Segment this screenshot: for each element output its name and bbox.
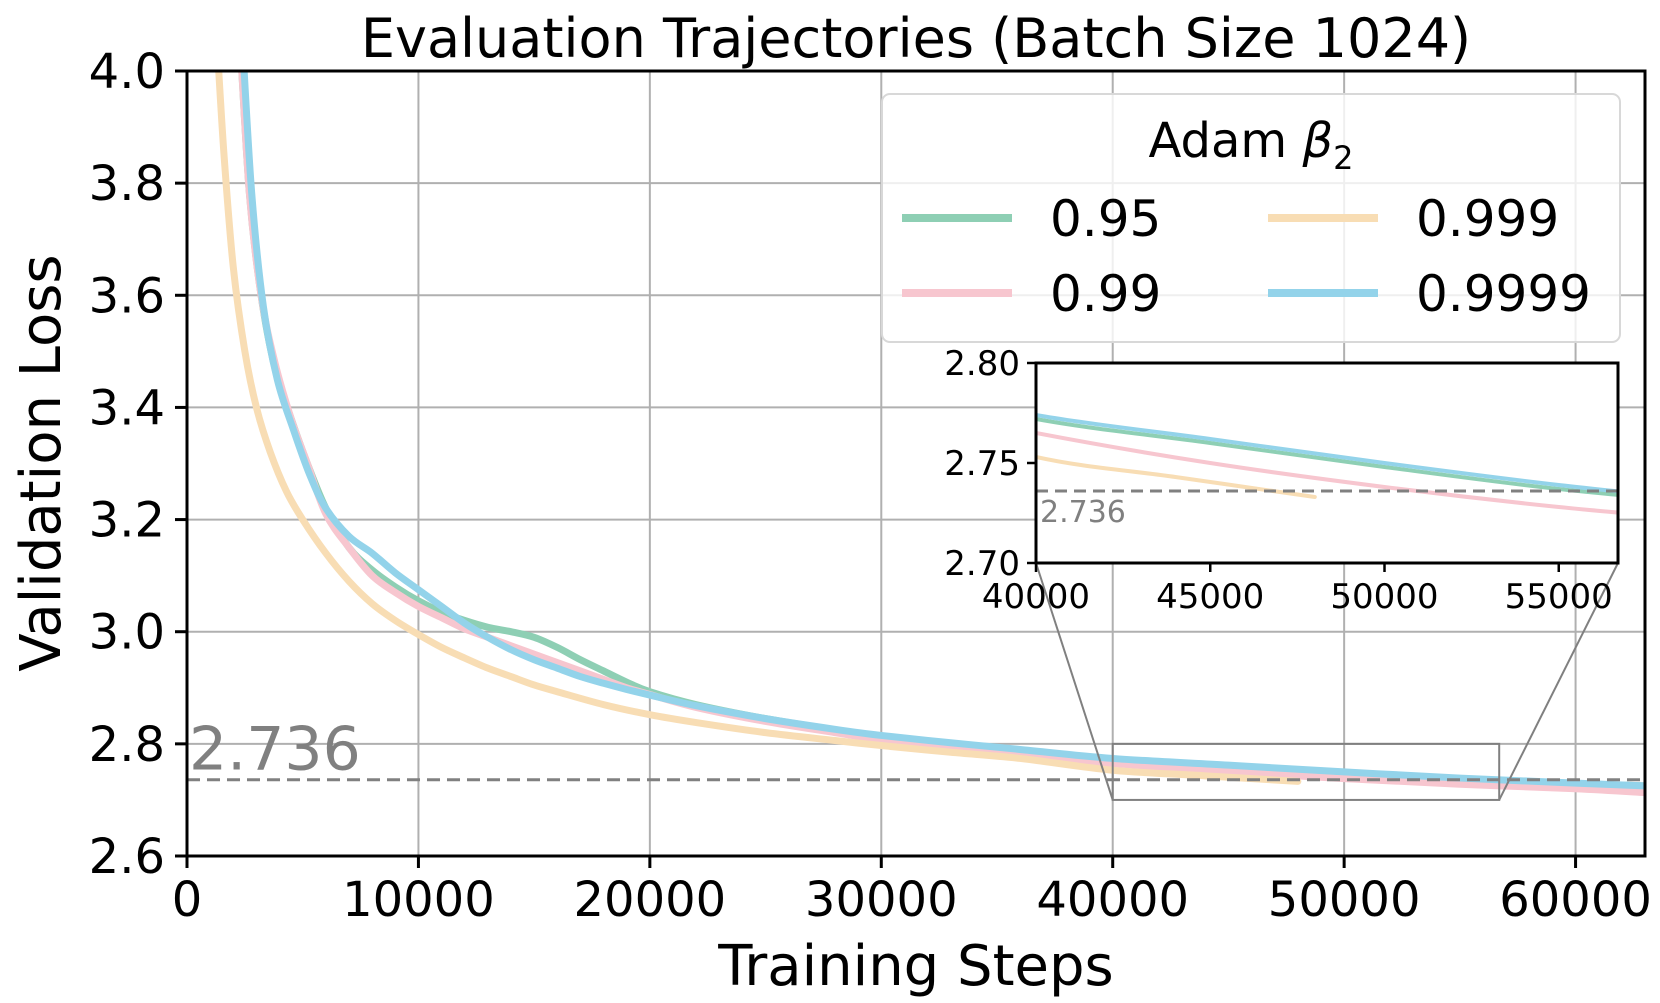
series-line-0.999	[215, 71, 1302, 785]
legend-title-subscript: 2	[1333, 139, 1353, 177]
legend-label-0.95: 0.95	[1050, 190, 1161, 248]
x-tick-label-20000: 20000	[574, 872, 727, 928]
legend-box	[881, 93, 1621, 343]
y-tick-label-4.0: 4.0	[89, 44, 165, 100]
inset-y-tick-label-2.75: 2.75	[944, 444, 1020, 484]
x-tick-label-10000: 10000	[342, 872, 495, 928]
inset-series-line-0.99	[1036, 430, 1618, 515]
inset-x-tick-label-40000: 40000	[982, 577, 1090, 617]
inset-reference-label: 2.736	[1040, 495, 1126, 530]
inset-y-tick-label-2.70: 2.70	[944, 544, 1020, 584]
y-tick-label-2.6: 2.6	[89, 829, 165, 885]
y-tick-label-3.6: 3.6	[89, 268, 165, 324]
inset-series-line-0.9999	[1036, 412, 1618, 494]
y-tick-label-3.4: 3.4	[89, 380, 165, 436]
inset-background	[1036, 363, 1618, 563]
legend-label-0.9999: 0.9999	[1416, 265, 1591, 323]
inset-series	[1036, 412, 1618, 515]
legend-title-beta: β	[1301, 113, 1333, 169]
y-tick-label-3.0: 3.0	[89, 605, 165, 661]
x-tick-label-50000: 50000	[1268, 872, 1421, 928]
y-tick-label-2.8: 2.8	[89, 717, 165, 773]
inset-zoom-plot: 2.736 40000 45000 50000 55000 2.70 2.75 2.80	[944, 344, 1620, 617]
inset-x-tick-label-55000: 55000	[1505, 577, 1613, 617]
plot-frame	[185, 69, 1647, 858]
zoom-region-box	[1111, 742, 1501, 801]
legend: Adam β2 0.95 0.99 0.999 0.9999	[881, 93, 1621, 343]
inset-ticks	[1027, 361, 1561, 572]
x-tick-label-30000: 30000	[805, 872, 958, 928]
main-series	[215, 71, 1645, 797]
legend-label-0.99: 0.99	[1050, 265, 1161, 323]
y-axis-label: Validation Loss	[9, 254, 74, 671]
main-tick-labels: 0 10000 20000 30000 40000 50000 60000 2.6 2.8 3.0…	[89, 44, 1652, 928]
x-tick-label-0: 0	[172, 872, 203, 928]
inset-y-tick-label-2.80: 2.80	[944, 344, 1020, 384]
x-tick-label-40000: 40000	[1036, 872, 1189, 928]
inset-x-tick-label-45000: 45000	[1156, 577, 1264, 617]
reference-line-label: 2.736	[189, 715, 361, 785]
zoom-connector-right	[1498, 562, 1619, 801]
y-tick-label-3.2: 3.2	[89, 493, 165, 549]
y-tick-label-3.8: 3.8	[89, 156, 165, 212]
zoom-indicator	[1035, 562, 1619, 801]
chart-title: Evaluation Trajectories (Batch Size 1024…	[361, 7, 1471, 70]
legend-title-text: Adam	[1149, 113, 1288, 169]
legend-label-0.999: 0.999	[1416, 190, 1559, 248]
inset-tick-labels: 40000 45000 50000 55000 2.70 2.75 2.80	[944, 344, 1613, 617]
inset-x-tick-label-50000: 50000	[1330, 577, 1438, 617]
inset-series-line-0.95	[1036, 416, 1618, 497]
x-tick-label-60000: 60000	[1499, 872, 1652, 928]
legend-title: Adam β2	[1149, 113, 1354, 177]
main-ticks	[175, 69, 1578, 868]
zoom-connector-left	[1035, 562, 1114, 801]
series-line-0.9999	[240, 71, 1645, 790]
inset-series-line-0.999	[1036, 454, 1317, 499]
x-axis-label: Training Steps	[717, 934, 1113, 999]
